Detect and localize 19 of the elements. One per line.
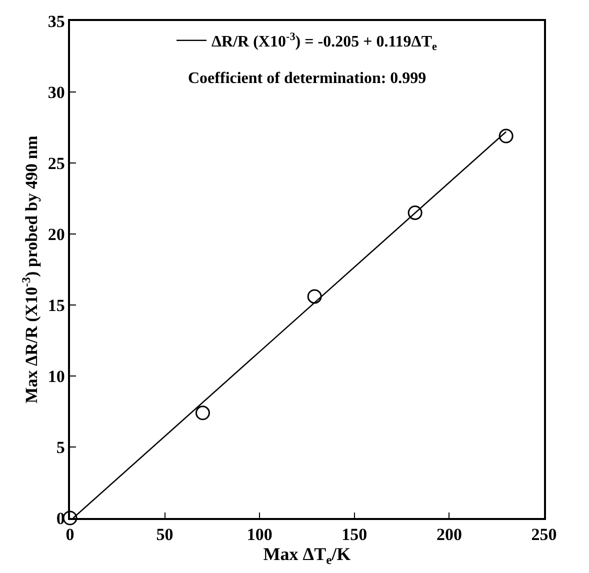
y-tick-label: 5 <box>56 438 65 457</box>
y-tick-label: 15 <box>48 296 65 315</box>
x-axis-title: Max ΔT$_{e}$/K <box>263 544 351 567</box>
y-tick-label: 35 <box>48 12 65 31</box>
x-tick-label: 150 <box>342 525 368 544</box>
point <box>307 289 322 304</box>
annotation: Coefficient of determination: 0.999 <box>188 70 426 87</box>
legend-label: ΔR/R (X10$^{-3}$) = -0.205 + 0.119ΔT$_{e}$ <box>212 30 438 53</box>
y-tick-label: 25 <box>48 154 65 173</box>
point <box>408 205 422 220</box>
x-tick-label: 200 <box>436 525 462 544</box>
y-tick-label: 20 <box>48 224 65 244</box>
y-tick-label: 30 <box>48 82 65 102</box>
x-tick-label: 250 <box>531 525 557 544</box>
x-tick-label: 100 <box>246 525 272 544</box>
point <box>498 128 514 144</box>
x-tick-label: 50 <box>156 525 174 544</box>
point <box>195 406 210 420</box>
y-tick-label: 10 <box>48 366 65 386</box>
